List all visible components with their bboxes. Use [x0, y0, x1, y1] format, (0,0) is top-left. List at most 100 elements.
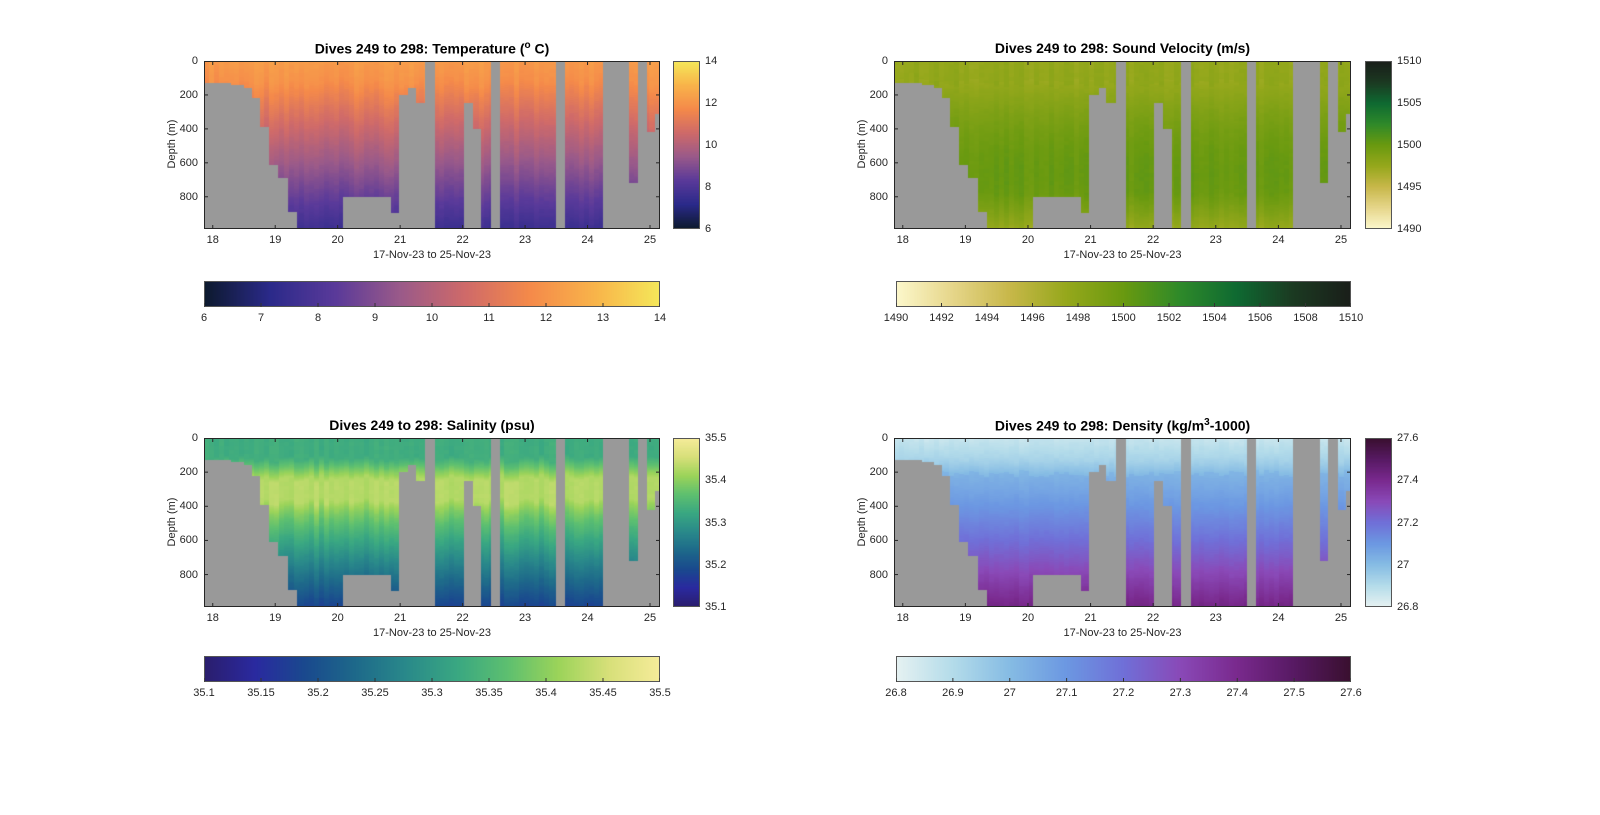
- horizontal-colorbar: [896, 281, 1351, 307]
- horizontal-colorbar-tick-label: 14: [653, 312, 667, 324]
- horizontal-colorbar-tick-label: 1504: [1202, 312, 1227, 324]
- horizontal-colorbar-tick-label: 27.3: [1169, 687, 1192, 699]
- colorbar-tick-label: 1490: [1397, 223, 1422, 235]
- chart-title: Dives 249 to 298: Density (kg/m3-1000): [995, 417, 1250, 434]
- x-axis-label: 17-Nov-23 to 25-Nov-23: [1063, 249, 1182, 261]
- y-tick-label: 0: [191, 55, 198, 67]
- horizontal-colorbar-tick-label: 10: [425, 312, 439, 324]
- y-tick-label: 400: [869, 500, 888, 513]
- x-axis-label: 17-Nov-23 to 25-Nov-23: [1063, 627, 1182, 639]
- horizontal-colorbar-tick-label: 27.1: [1055, 687, 1078, 699]
- y-tick-label: 400: [179, 500, 198, 513]
- horizontal-colorbar-tick-label: 35.4: [535, 687, 557, 699]
- horizontal-colorbar-tick-label: 35.45: [589, 687, 617, 699]
- x-tick-label: 18: [896, 234, 909, 246]
- colorbar-tick-label: 1510: [1397, 55, 1422, 67]
- x-tick-label: 18: [206, 234, 219, 246]
- y-tick-label: 600: [179, 156, 198, 169]
- chart-title-superscript: 3: [1204, 417, 1210, 428]
- horizontal-colorbar-tick-label: 1510: [1338, 312, 1364, 324]
- colorbar-tick-label: 12: [705, 97, 718, 109]
- y-tick-label: 400: [179, 122, 198, 135]
- horizontal-colorbar-ticks: [204, 303, 660, 307]
- horizontal-colorbar-tick-label: 35.2: [307, 687, 329, 699]
- heatmap-image: [204, 61, 660, 229]
- y-tick-label: 600: [869, 156, 888, 169]
- horizontal-colorbar-tick-label: 1502: [1156, 312, 1182, 324]
- horizontal-colorbar-tick-label: 35.1: [193, 687, 215, 699]
- colorbar-tick-label: 10: [705, 139, 718, 151]
- x-tick-label: 25: [1334, 612, 1348, 624]
- vertical-colorbar: [673, 438, 700, 607]
- colorbar-tick-label: 8: [705, 181, 712, 193]
- x-tick-label: 20: [331, 612, 344, 624]
- horizontal-colorbar-tick-label: 1490: [883, 312, 909, 324]
- colorbar-tick-label: 6: [705, 223, 712, 235]
- x-tick-label: 18: [896, 612, 909, 624]
- x-tick-label: 25: [643, 234, 657, 246]
- vertical-colorbar: [673, 61, 700, 229]
- x-tick-label: 21: [394, 234, 407, 246]
- y-tick-label: 800: [869, 568, 888, 581]
- heatmap-image: [204, 438, 660, 607]
- x-tick-label: 22: [1147, 234, 1160, 246]
- colorbar-tick-label: 27.6: [1397, 432, 1419, 444]
- chart-title-main: Dives 249 to 298: Salinity (psu): [329, 417, 535, 433]
- colorbar-tick-label: 27: [1397, 558, 1410, 571]
- axes-ticks: [894, 61, 1351, 229]
- horizontal-colorbar-tick-label: 35.15: [247, 687, 275, 699]
- horizontal-colorbar-tick-label: 27.6: [1340, 687, 1362, 699]
- y-tick-label: 200: [869, 88, 888, 101]
- x-tick-label: 23: [1209, 234, 1222, 246]
- horizontal-colorbar-ticks: [896, 303, 1351, 307]
- y-axis-label: Depth (m): [856, 497, 868, 546]
- y-tick-label: 800: [869, 190, 888, 203]
- colorbar-tick-label: 35.2: [705, 558, 727, 571]
- x-tick-label: 24: [1272, 234, 1285, 246]
- y-axis-label: Depth (m): [856, 119, 868, 169]
- y-tick-label: 600: [869, 534, 888, 547]
- y-tick-label: 400: [869, 122, 888, 135]
- axes-ticks: [894, 438, 1351, 607]
- y-tick-label: 200: [179, 88, 198, 101]
- y-tick-label: 800: [179, 568, 198, 581]
- x-tick-label: 19: [269, 612, 282, 624]
- horizontal-colorbar-tick-label: 1508: [1293, 312, 1318, 324]
- x-tick-label: 19: [959, 612, 972, 624]
- horizontal-colorbar-tick-label: 7: [257, 312, 265, 324]
- y-tick-label: 0: [881, 432, 888, 444]
- x-tick-label: 23: [518, 234, 532, 246]
- horizontal-colorbar-tick-label: 27.4: [1226, 687, 1248, 699]
- x-tick-label: 23: [518, 612, 532, 624]
- x-tick-label: 22: [456, 234, 469, 246]
- colorbar-tick-label: 1495: [1397, 181, 1422, 193]
- horizontal-colorbar-tick-label: 26.9: [942, 687, 964, 699]
- horizontal-colorbar: [204, 656, 660, 682]
- y-tick-label: 200: [869, 466, 888, 479]
- x-tick-label: 20: [331, 234, 344, 246]
- horizontal-colorbar-tick-label: 1506: [1247, 312, 1273, 324]
- vertical-colorbar: [1365, 438, 1392, 607]
- x-tick-label: 21: [1084, 612, 1097, 624]
- x-tick-label: 25: [643, 612, 657, 624]
- x-tick-label: 21: [394, 612, 407, 624]
- horizontal-colorbar-tick-label: 26.8: [885, 687, 907, 699]
- horizontal-colorbar-tick-label: 1492: [929, 312, 954, 324]
- y-axis-label: Depth (m): [166, 119, 178, 169]
- x-tick-label: 21: [1084, 234, 1097, 246]
- colorbar-tick-label: 35.5: [705, 432, 727, 444]
- horizontal-colorbar-ticks: [896, 678, 1351, 682]
- colorbar-tick-label: 35.1: [705, 601, 727, 613]
- colorbar-tick-label: 1505: [1397, 97, 1422, 109]
- horizontal-colorbar-tick-label: 8: [314, 312, 322, 324]
- horizontal-colorbar-tick-label: 35.35: [475, 687, 503, 699]
- heatmap-image: [894, 438, 1351, 607]
- horizontal-colorbar-tick-label: 27.2: [1112, 687, 1135, 699]
- horizontal-colorbar-tick-label: 11: [483, 312, 495, 324]
- chart-title-main: Dives 249 to 298: Density (kg/m: [994, 417, 1205, 434]
- chart-title-superscript: o: [524, 40, 531, 51]
- chart-title-tail: -1000): [1209, 417, 1251, 434]
- x-tick-label: 23: [1209, 612, 1222, 624]
- horizontal-colorbar-tick-label: 1494: [974, 312, 1000, 324]
- chart-title-main: Dives 249 to 298: Temperature (: [314, 40, 525, 57]
